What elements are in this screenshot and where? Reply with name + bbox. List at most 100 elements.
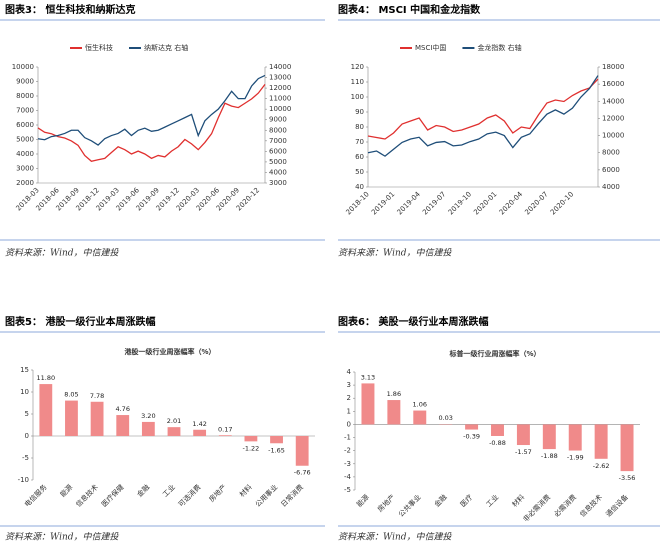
bar [90,401,104,436]
x-tick-label: 工业 [161,482,177,498]
x-tick-label: 材料 [510,492,526,508]
y2-tick-label: 13000 [269,74,291,82]
bar [594,424,608,459]
legend-label: 纳斯达克 右轴 [144,43,188,52]
y-tick-label: 3000 [16,165,34,173]
value-label: -3.56 [619,474,636,482]
value-label: -6.76 [294,469,311,477]
x-tick-label: 必需消费 [552,492,578,518]
y2-tick-label: 9000 [269,116,287,124]
y-tick-label: 2000 [16,179,34,187]
y-tick-label: 4000 [16,150,34,158]
bar [413,410,427,425]
y2-tick-label: 4000 [269,168,287,176]
chart-heading: 图表4： MSCI 中国和金龙指数 [338,3,481,16]
y-tick-label: 100 [351,93,364,101]
value-label: -1.57 [515,448,532,456]
value-label: 1.42 [192,420,206,428]
y-tick-label: 3 [347,381,351,389]
bar [116,415,130,436]
y-tick-label: 1 [347,407,351,415]
chart-heading: 图表5： 港股一级行业本周涨跌幅 [5,315,155,328]
y2-tick-label: 3000 [269,179,287,187]
bar [516,424,530,446]
y2-tick-label: 14000 [602,97,624,105]
bar [270,436,283,444]
bar [387,400,401,425]
series-line [37,84,266,162]
x-tick-label: 2020-07 [523,190,549,216]
source-note: 资料来源：Wind，中信建投 [5,532,120,543]
x-tick-label: 公用事业 [253,482,279,508]
value-label: 1.06 [413,401,427,409]
y2-tick-label: 18000 [602,63,624,71]
value-label: -0.88 [489,439,506,447]
bar [167,427,181,436]
y-tick-label: 6000 [16,121,34,129]
legend-label: 金龙指数 右轴 [477,43,521,52]
x-tick-label: 2019-04 [396,190,423,217]
value-label: 1.86 [387,390,401,398]
x-tick-label: 信息技术 [578,492,604,518]
y-tick-label: 120 [351,63,364,71]
x-tick-label: 能源 [58,482,74,498]
value-label: 7.78 [90,392,104,400]
y-tick-label: 80 [355,123,364,131]
x-tick-label: 2018-10 [344,190,370,216]
y-tick-label: 2 [347,394,351,402]
x-tick-label: 2020-04 [498,190,525,217]
series-line [37,74,266,146]
y-tick-label: -5 [344,486,351,494]
bar [465,424,479,430]
chart-subtitle: 港股一级行业周涨幅率（%） [124,347,215,356]
y2-tick-label: 14000 [269,63,291,71]
y-tick-label: 10 [20,388,29,396]
value-label: -2.62 [593,462,610,470]
y-tick-label: 70 [355,138,364,146]
series-line [367,75,599,157]
y2-tick-label: 10000 [602,132,624,140]
x-tick-label: 材料 [237,482,253,498]
y-tick-label: 110 [351,78,364,86]
legend-label: 恒生科技 [85,43,113,52]
bar [361,383,375,425]
source-note: 资料来源：Wind，中信建投 [5,248,120,259]
y-tick-label: 8000 [16,92,34,100]
value-label: -1.22 [242,444,259,452]
bar [542,424,556,450]
y2-tick-label: 7000 [269,137,287,145]
y2-tick-label: 12000 [269,84,291,92]
bar [193,429,207,436]
y-tick-label: 5 [25,410,29,418]
y-tick-label: -5 [22,454,29,462]
x-tick-label: 可选消费 [176,482,202,508]
x-tick-label: 2019-01 [370,190,396,216]
y-tick-label: 90 [355,108,364,116]
x-tick-label: 能源 [355,492,371,508]
value-label: -1.99 [567,454,584,462]
value-label: 0.03 [438,414,452,422]
x-tick-label: 2020-10 [549,190,575,216]
y2-tick-label: 12000 [602,114,624,122]
bar [491,424,504,436]
value-label: 0.17 [218,425,232,433]
x-tick-label: 2020-01 [472,190,498,216]
x-tick-label: 房地产 [375,492,396,513]
y-tick-label: -3 [344,460,351,468]
x-tick-label: 非必需消费 [521,492,552,523]
y-tick-label: 40 [355,183,364,191]
y2-tick-label: 6000 [269,147,287,155]
x-tick-label: 通信设备 [604,492,630,518]
y2-tick-label: 11000 [269,95,291,103]
y2-tick-label: 16000 [602,80,624,88]
y-tick-label: 50 [355,168,364,176]
x-tick-label: 金融 [432,492,448,508]
bar [65,400,78,436]
y-tick-label: -1 [344,434,351,442]
y-tick-label: 4 [347,368,352,376]
x-tick-label: 医疗 [458,492,474,508]
x-tick-label: 金融 [135,482,151,498]
value-label: 2.01 [167,417,181,425]
bar [39,384,53,436]
